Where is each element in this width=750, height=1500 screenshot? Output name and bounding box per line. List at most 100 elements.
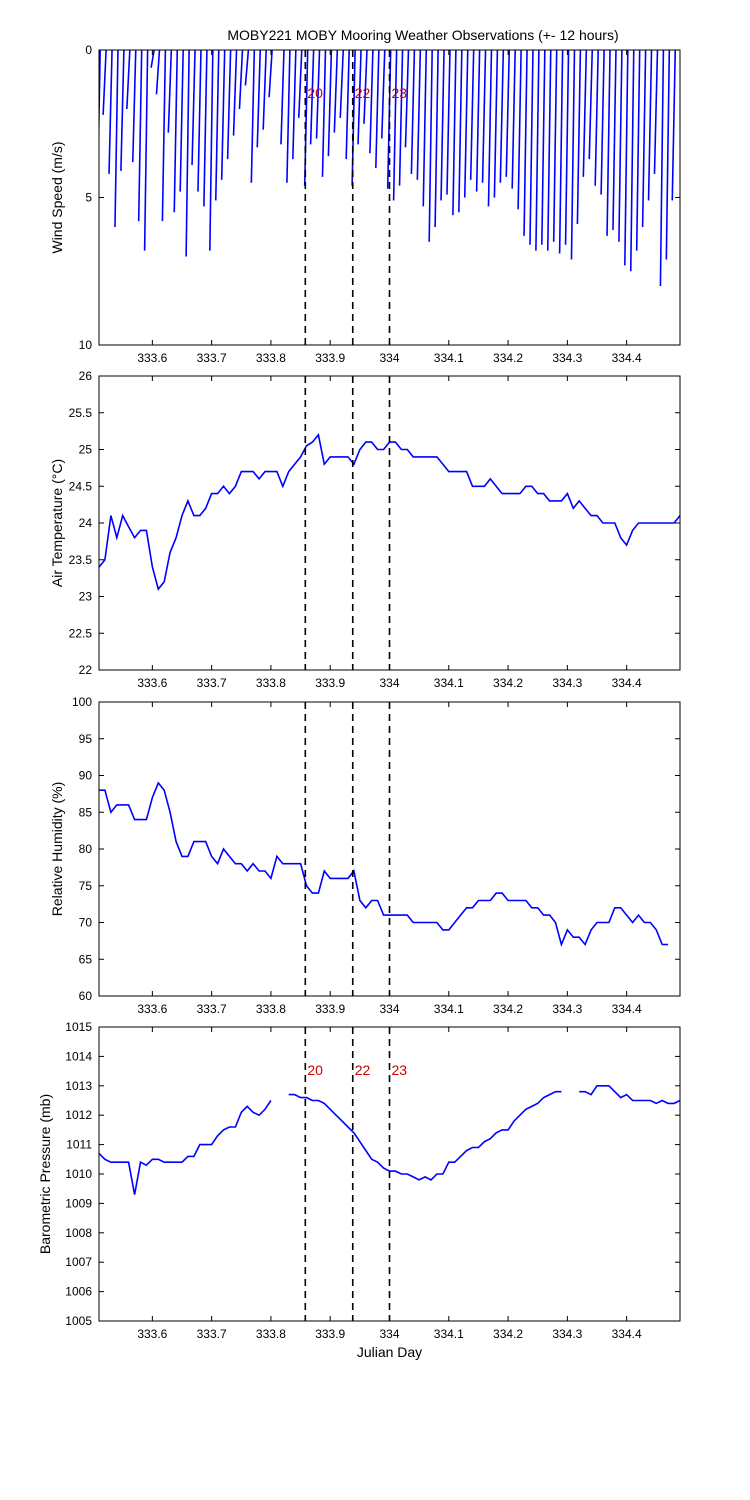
event-marker-label: 22 (355, 1062, 371, 1078)
x-tick-label: 334 (379, 351, 399, 365)
wind-vector (333, 50, 339, 133)
y-tick-label: 24 (79, 516, 93, 530)
wind-vector (220, 50, 226, 180)
y-tick-label: 22 (79, 663, 93, 677)
y-axis-label: Wind Speed (m/s) (49, 141, 65, 253)
wind-vector (351, 50, 356, 186)
wind-vector (410, 50, 416, 174)
wind-vector (321, 50, 327, 177)
panel-relative-humidity: 333.6 333.7 333.8 333.9 334 334.1 334.2 334.3 33… (49, 695, 681, 1016)
wind-vector (99, 50, 101, 160)
x-tick-label: 334.3 (552, 1002, 582, 1016)
x-axis-label: Julian Day (357, 1344, 422, 1360)
wind-vector (161, 50, 167, 222)
wind-vector (434, 50, 439, 228)
wind-vector (143, 50, 149, 251)
barometric-pressure-series-line (99, 1100, 272, 1195)
wind-vector (558, 50, 564, 254)
wind-vector (256, 50, 262, 148)
panel-air-temperature: 333.6 333.7 333.8 333.9 334 334.1 334.2 334.3 33… (49, 369, 681, 690)
series-relative-humidity (99, 781, 669, 947)
wind-vector (303, 50, 309, 186)
x-tick-label: 334.1 (434, 676, 464, 690)
x-tick-label: 334 (379, 1327, 399, 1341)
wind-vector (286, 50, 291, 183)
wind-vector (185, 50, 190, 257)
wind-vector (150, 50, 155, 68)
y-tick-label: 1005 (65, 1314, 92, 1328)
wind-vector (671, 50, 677, 201)
y-tick-label: 95 (79, 732, 93, 746)
series-barometric-pressure (99, 1085, 680, 1195)
wind-vector (226, 50, 232, 160)
wind-vector (458, 50, 463, 213)
x-tick-label: 333.7 (197, 1327, 227, 1341)
wind-vector (357, 50, 362, 145)
wind-vector (268, 50, 273, 98)
x-tick-label: 334.4 (612, 1327, 642, 1341)
wind-vector (552, 50, 558, 242)
wind-vector (416, 50, 422, 180)
wind-vector (262, 50, 267, 130)
wind-vector (250, 50, 256, 183)
x-tick-label: 334.4 (612, 351, 642, 365)
wind-vector (244, 50, 250, 86)
wind-vector (659, 50, 665, 287)
x-tick-label: 333.9 (315, 351, 345, 365)
wind-vector (173, 50, 179, 213)
wind-vector (618, 50, 623, 242)
barometric-pressure-series-line (288, 1090, 562, 1181)
wind-vector (179, 50, 184, 192)
y-tick-label: 1010 (65, 1167, 92, 1181)
y-axis-label: Air Temperature (°C) (49, 459, 65, 587)
wind-vector (653, 50, 659, 174)
x-tick-label: 334.3 (552, 351, 582, 365)
y-tick-label: 25.5 (69, 406, 93, 420)
y-tick-label: 1015 (65, 1020, 92, 1034)
wind-vector (665, 50, 671, 260)
x-tick-label: 333.8 (256, 351, 286, 365)
panel-wind: 20 22 23 333.6 333.7 333.8 333.9 334 334.1 334.2 3… (49, 43, 681, 365)
y-tick-label: 23.5 (69, 553, 93, 567)
wind-vector (529, 50, 534, 245)
wind-vector (600, 50, 605, 195)
wind-vector (238, 50, 244, 110)
x-tick-label: 333.9 (315, 676, 345, 690)
wind-vector (297, 50, 303, 118)
x-tick-label: 334.4 (612, 676, 642, 690)
x-tick-label: 333.8 (256, 676, 286, 690)
x-tick-label: 333.6 (137, 676, 167, 690)
x-tick-label: 333.6 (137, 1002, 167, 1016)
y-tick-label: 1011 (66, 1138, 92, 1152)
wind-vector (392, 50, 398, 201)
x-tick-label: 334 (379, 676, 399, 690)
y-tick-label: 60 (79, 989, 93, 1003)
wind-vector (588, 50, 594, 160)
wind-vector (280, 50, 285, 145)
wind-vector (126, 50, 131, 110)
y-tick-label: 90 (79, 769, 93, 783)
wind-vector (120, 50, 125, 171)
wind-vector (594, 50, 599, 186)
wind-vector (446, 50, 451, 195)
event-marker-label: 23 (392, 85, 408, 101)
wind-vector (475, 50, 481, 192)
wind-vector (422, 50, 428, 207)
wind-vector (469, 50, 475, 180)
y-tick-label: 1007 (65, 1255, 92, 1269)
y-tick-label: 70 (79, 916, 93, 930)
wind-vector (493, 50, 499, 198)
y-axis-label: Barometric Pressure (mb) (37, 1094, 53, 1254)
x-tick-label: 334.4 (612, 1002, 642, 1016)
wind-vector (541, 50, 546, 245)
wind-vector (624, 50, 629, 266)
wind-vector (327, 50, 333, 157)
wind-vector (641, 50, 647, 228)
x-tick-label: 333.8 (256, 1002, 286, 1016)
wind-vector (398, 50, 404, 186)
wind-vector (452, 50, 457, 216)
wind-vector (369, 50, 374, 154)
event-marker-label: 20 (307, 85, 323, 101)
series-wind (99, 50, 677, 287)
